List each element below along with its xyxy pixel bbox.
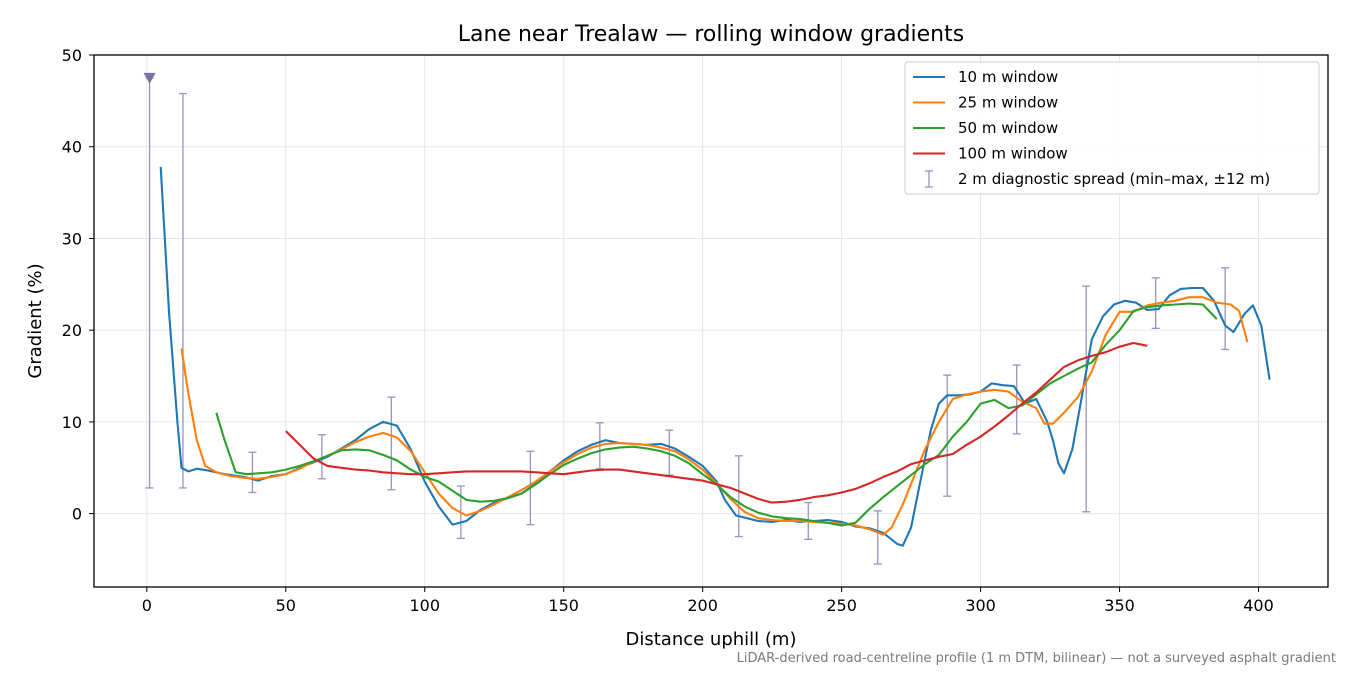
legend-label: 10 m window (958, 68, 1058, 86)
y-tick-label: 0 (72, 505, 82, 524)
spread-max-marker (143, 72, 156, 84)
series-line (159, 166, 1271, 547)
spread-bar (943, 374, 952, 497)
y-tick-label: 50 (62, 46, 82, 65)
spread-bar (248, 451, 257, 494)
x-tick-label: 350 (1104, 596, 1135, 615)
plot-frame (93, 54, 1329, 588)
legend-label: 100 m window (958, 145, 1068, 163)
series-line (180, 296, 1249, 536)
y-tick-label: 30 (62, 229, 82, 248)
spread-bar (734, 455, 743, 538)
legend-label: 25 m window (958, 94, 1058, 112)
x-tick-label: 150 (548, 596, 579, 615)
legend-box (904, 61, 1320, 195)
series-lines (159, 166, 1271, 547)
spread-bar (1082, 285, 1091, 513)
y-tick-label: 10 (62, 413, 82, 432)
x-tick-label: 100 (409, 596, 440, 615)
spread-bar (873, 510, 882, 565)
legend-label: 2 m diagnostic spread (min–max, ±12 m) (958, 170, 1270, 188)
spread-bar (317, 434, 326, 480)
y-axis-label: Gradient (%) (25, 263, 46, 378)
x-tick-label: 200 (687, 596, 718, 615)
x-axis-ticks: 0 50 100 150 200 250 300 350 400 (142, 587, 1274, 615)
x-tick-label: 400 (1243, 596, 1274, 615)
x-tick-label: 50 (276, 596, 296, 615)
spread-bar (1221, 267, 1230, 351)
spread-bar (1012, 364, 1021, 435)
y-tick-label: 20 (62, 321, 82, 340)
data-source-note: LiDAR-derived road-centreline profile (1… (736, 651, 1336, 666)
legend-swatch (925, 170, 933, 188)
series-line (285, 341, 1148, 504)
legend: 10 m window 25 m window 50 m window 100 m w… (904, 61, 1320, 195)
x-tick-label: 300 (965, 596, 996, 615)
x-tick-label: 0 (142, 596, 152, 615)
x-axis-label: Distance uphill (m) (626, 629, 797, 650)
spread-bar (387, 396, 396, 491)
legend-label: 50 m window (958, 119, 1058, 137)
y-tick-label: 40 (62, 138, 82, 157)
chart-title: Lane near Trealaw — rolling window gradi… (458, 22, 964, 47)
x-tick-label: 250 (826, 596, 857, 615)
spread-bar (178, 92, 187, 489)
series-line (215, 302, 1218, 527)
y-axis-ticks: 0 10 20 30 40 50 (62, 46, 94, 524)
